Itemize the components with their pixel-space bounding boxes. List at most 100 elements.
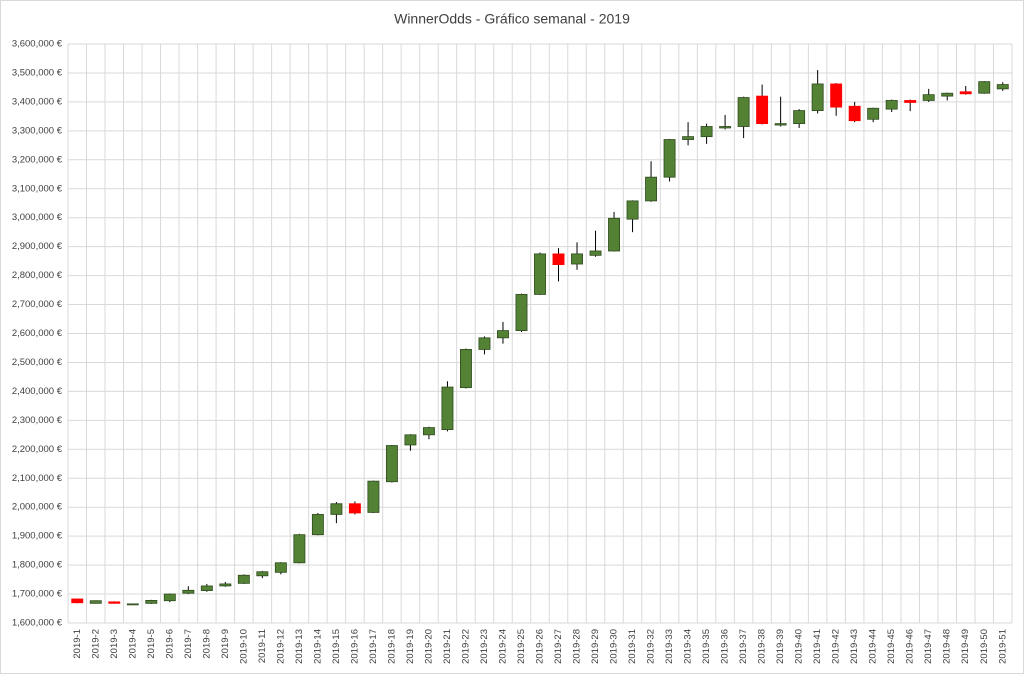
x-tick-label: 2019-6 (164, 629, 175, 659)
x-tick-label: 2019-1 (72, 629, 83, 659)
y-tick-label: 2,900,000 € (12, 241, 63, 252)
y-tick-label: 2,600,000 € (12, 328, 63, 339)
y-tick-label: 3,000,000 € (12, 212, 63, 223)
x-tick-label: 2019-26 (535, 629, 546, 664)
candle-body (219, 583, 232, 587)
y-tick-label: 2,200,000 € (12, 444, 63, 455)
candle-body (848, 105, 861, 122)
y-tick-label: 3,600,000 € (12, 39, 63, 50)
candle-body (348, 503, 361, 514)
x-tick-label: 2019-45 (886, 629, 897, 664)
candle-body (534, 253, 546, 295)
candle-body (996, 84, 1009, 90)
x-tick-label: 2019-34 (683, 629, 694, 664)
x-tick-label: 2019-19 (405, 629, 416, 664)
x-tick-label: 2019-42 (831, 629, 842, 664)
y-tick-label: 1,700,000 € (12, 589, 63, 600)
x-tick-label: 2019-18 (386, 629, 397, 664)
y-tick-label: 2,500,000 € (12, 357, 63, 368)
y-tick-label: 2,400,000 € (12, 386, 63, 397)
candle-body (145, 600, 158, 604)
x-tick-label: 2019-37 (738, 629, 749, 664)
candle-body (293, 534, 306, 564)
candle-body (497, 330, 509, 339)
candle-body (719, 126, 732, 129)
candle-body (163, 593, 176, 602)
candle-body (441, 386, 454, 431)
candle-body (774, 123, 787, 126)
x-tick-label: 2019-40 (794, 629, 805, 664)
y-tick-label: 2,100,000 € (12, 473, 63, 484)
candle-body (663, 139, 676, 178)
candle-body (756, 95, 769, 125)
candle-body (311, 514, 324, 536)
candle-body (552, 253, 565, 265)
candle-body (811, 83, 824, 111)
y-tick-label: 3,100,000 € (12, 183, 63, 194)
candle-body (200, 585, 213, 591)
x-tick-label: 2019-9 (220, 629, 231, 659)
candle-body (385, 445, 398, 483)
y-tick-label: 3,400,000 € (12, 96, 63, 107)
x-tick-label: 2019-50 (979, 629, 990, 664)
x-tick-label: 2019-15 (331, 629, 342, 664)
candle-body (589, 250, 602, 256)
x-tick-label: 2019-16 (349, 629, 360, 664)
y-tick-label: 3,500,000 € (12, 67, 63, 78)
x-tick-label: 2019-35 (701, 629, 712, 664)
x-tick-label: 2019-33 (664, 629, 675, 664)
x-tick-label: 2019-49 (960, 629, 971, 664)
y-tick-label: 1,800,000 € (12, 560, 63, 571)
x-tick-label: 2019-11 (257, 629, 268, 663)
candle-body (571, 253, 583, 265)
candle-body (978, 81, 991, 94)
candle-body (700, 126, 713, 138)
x-tick-label: 2019-31 (627, 629, 638, 664)
x-tick-label: 2019-28 (572, 629, 583, 664)
y-tick-label: 2,000,000 € (12, 502, 63, 513)
x-tick-label: 2019-17 (368, 629, 379, 664)
x-tick-label: 2019-30 (609, 629, 620, 664)
y-tick-label: 1,900,000 € (12, 531, 63, 542)
x-tick-label: 2019-48 (942, 629, 953, 664)
candle-body (959, 91, 972, 95)
candle-body (830, 83, 843, 108)
y-tick-label: 2,300,000 € (12, 415, 63, 426)
x-tick-label: 2019-14 (312, 629, 323, 664)
candle-body (367, 480, 380, 513)
x-tick-label: 2019-5 (146, 629, 157, 659)
x-tick-label: 2019-39 (775, 629, 786, 664)
x-tick-label: 2019-21 (442, 629, 453, 664)
x-tick-label: 2019-41 (812, 629, 823, 664)
x-tick-label: 2019-36 (720, 629, 731, 664)
candle-body (941, 92, 954, 97)
y-tick-label: 3,200,000 € (12, 154, 63, 165)
x-tick-label: 2019-24 (497, 629, 508, 664)
x-tick-label: 2019-7 (183, 629, 194, 659)
x-tick-label: 2019-2 (90, 629, 101, 659)
x-tick-label: 2019-10 (238, 629, 249, 664)
candle-body (645, 176, 658, 202)
x-tick-label: 2019-13 (294, 629, 305, 664)
x-tick-label: 2019-12 (275, 629, 286, 664)
chart-title: WinnerOdds - Gráfico semanal - 2019 (394, 11, 630, 27)
x-tick-label: 2019-29 (590, 629, 601, 664)
candle-body (126, 603, 139, 606)
x-tick-label: 2019-3 (109, 629, 120, 659)
y-tick-label: 1,600,000 € (12, 618, 63, 629)
candle-body (274, 562, 287, 573)
x-tick-label: 2019-22 (460, 629, 471, 664)
x-tick-label: 2019-27 (553, 629, 564, 664)
candle-body (737, 97, 750, 127)
candle-body (460, 349, 472, 389)
candle-body (478, 337, 491, 350)
candle-body (904, 100, 917, 103)
x-tick-label: 2019-32 (646, 629, 657, 664)
candle-body (71, 598, 84, 604)
x-tick-label: 2019-23 (479, 629, 490, 664)
x-tick-label: 2019-44 (868, 629, 879, 664)
x-tick-label: 2019-46 (905, 629, 916, 664)
candle-body (608, 217, 620, 252)
candle-body (404, 434, 417, 446)
